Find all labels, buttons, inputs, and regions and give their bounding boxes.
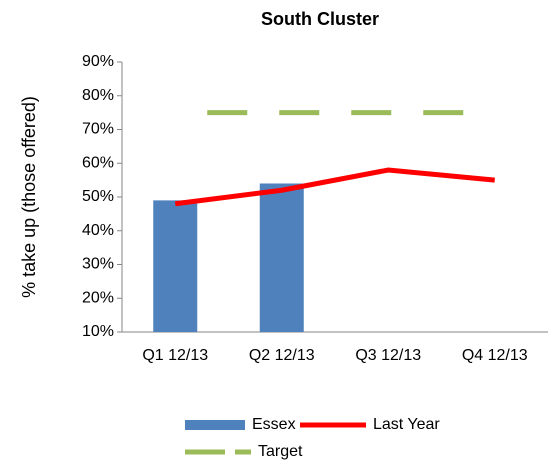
y-tick-label: 80% [82,87,114,104]
y-axis-label: % take up (those offered) [19,96,39,298]
x-tick-label: Q2 12/13 [249,347,315,364]
y-tick-label: 10% [82,323,114,340]
y-tick-label: 20% [82,289,114,306]
x-tick-label: Q1 12/13 [142,347,208,364]
y-tick-label: 60% [82,154,114,171]
legend-label: Target [258,443,303,460]
legend-swatch [185,420,245,430]
x-tick-label: Q4 12/13 [462,347,528,364]
bar [153,200,198,332]
y-tick-label: 30% [82,256,114,273]
y-tick-label: 90% [82,53,114,70]
x-tick-label: Q3 12/13 [355,347,421,364]
chart-title: South Cluster [261,9,379,29]
y-tick-label: 40% [82,222,114,239]
legend-label: Last Year [373,416,440,433]
bar [259,183,304,332]
line [174,167,495,207]
legend-label: Essex [252,416,296,433]
y-tick-label: 70% [82,121,114,138]
y-tick-label: 50% [82,188,114,205]
